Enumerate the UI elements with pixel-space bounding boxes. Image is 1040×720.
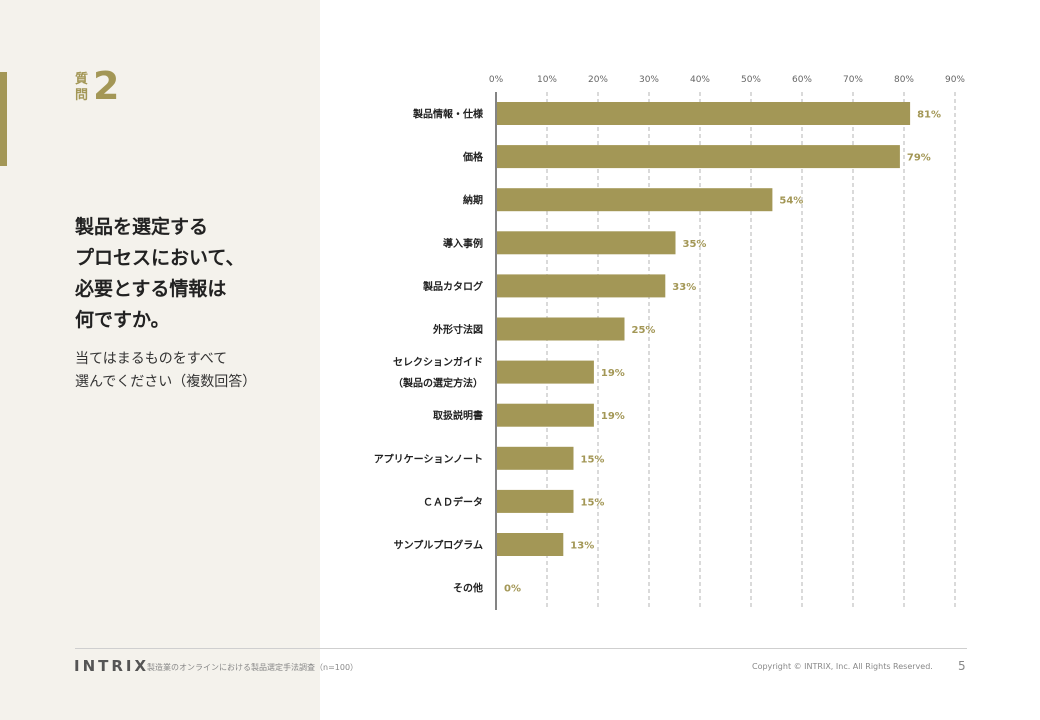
category-label: アプリケーションノート bbox=[374, 452, 483, 465]
question-label: 質 問 bbox=[75, 72, 89, 104]
bar bbox=[497, 102, 911, 125]
accent-bar bbox=[0, 72, 7, 166]
x-tick-label: 70% bbox=[843, 75, 863, 85]
x-tick-label: 50% bbox=[741, 75, 761, 85]
question-subtitle-line: 当てはまるものをすべて bbox=[75, 351, 228, 367]
value-label: 0% bbox=[504, 584, 521, 595]
category-label: サンプルプログラム bbox=[394, 539, 483, 552]
x-tick-label: 0% bbox=[489, 75, 504, 85]
question-title-line: 必要とする情報は bbox=[75, 278, 227, 300]
copyright: Copyright © INTRIX, Inc. All Rights Rese… bbox=[752, 662, 933, 671]
bar bbox=[497, 231, 676, 255]
value-label: 35% bbox=[683, 239, 707, 250]
intrix-logo: INTRIX bbox=[74, 657, 150, 675]
question-label-bottom: 問 bbox=[75, 88, 89, 103]
category-label: 外形寸法図 bbox=[432, 323, 483, 336]
question-subtitle: 当てはまるものをすべて 選んでください（複数回答） bbox=[75, 348, 315, 394]
question-title-line: プロセスにおいて、 bbox=[75, 247, 245, 269]
category-label: 導入事例 bbox=[443, 237, 483, 250]
question-panel bbox=[0, 0, 320, 720]
question-label-top: 質 bbox=[75, 72, 89, 87]
page-number: 5 bbox=[958, 659, 966, 673]
question-title: 製品を選定する プロセスにおいて、 必要とする情報は 何ですか。 bbox=[75, 212, 305, 336]
bar bbox=[497, 317, 625, 341]
value-label: 33% bbox=[672, 282, 696, 293]
bar bbox=[497, 446, 574, 470]
category-label: その他 bbox=[453, 582, 483, 595]
bar bbox=[497, 188, 773, 212]
value-label: 54% bbox=[779, 196, 803, 207]
bar bbox=[497, 533, 564, 556]
x-tick-label: 10% bbox=[537, 75, 557, 85]
value-label: 15% bbox=[581, 497, 605, 508]
bar bbox=[497, 403, 594, 427]
category-label: （製品の選定方法） bbox=[393, 377, 483, 390]
category-label: 取扱説明書 bbox=[433, 409, 483, 422]
x-tick-label: 60% bbox=[792, 75, 812, 85]
bar bbox=[497, 489, 574, 513]
value-label: 19% bbox=[601, 411, 625, 422]
value-label: 19% bbox=[601, 368, 625, 379]
question-title-line: 製品を選定する bbox=[75, 216, 209, 238]
question-subtitle-line: 選んでください（複数回答） bbox=[75, 374, 257, 390]
value-label: 81% bbox=[917, 110, 941, 121]
x-tick-label: 20% bbox=[588, 75, 608, 85]
value-label: 15% bbox=[581, 454, 605, 465]
category-label: 納期 bbox=[463, 194, 483, 207]
bar bbox=[497, 145, 900, 169]
category-label: セレクションガイド bbox=[393, 356, 483, 369]
x-tick-label: 30% bbox=[639, 75, 659, 85]
question-title-line: 何ですか。 bbox=[75, 309, 170, 331]
x-tick-label: 80% bbox=[894, 75, 914, 85]
footer-divider bbox=[75, 648, 967, 649]
value-label: 13% bbox=[570, 541, 594, 552]
category-label: 価格 bbox=[462, 151, 484, 164]
x-tick-label: 40% bbox=[690, 75, 710, 85]
footer-source: 製造業のオンラインにおける製品選定手法調査（n=100） bbox=[147, 663, 359, 672]
category-label: 製品情報・仕様 bbox=[412, 108, 484, 121]
value-label: 79% bbox=[907, 153, 931, 164]
category-label: ＣＡＤデータ bbox=[423, 495, 483, 508]
bar-chart: 0% 10% 20% 30% 40% 50% 60% 70% 80% 90% 製品情報・仕様 81% 価… bbox=[374, 75, 965, 610]
question-number: 2 bbox=[93, 64, 120, 108]
bar bbox=[497, 274, 666, 298]
bar bbox=[497, 360, 594, 384]
category-label: 製品カタログ bbox=[422, 280, 483, 293]
x-tick-label: 90% bbox=[945, 75, 965, 85]
value-label: 25% bbox=[632, 325, 656, 336]
